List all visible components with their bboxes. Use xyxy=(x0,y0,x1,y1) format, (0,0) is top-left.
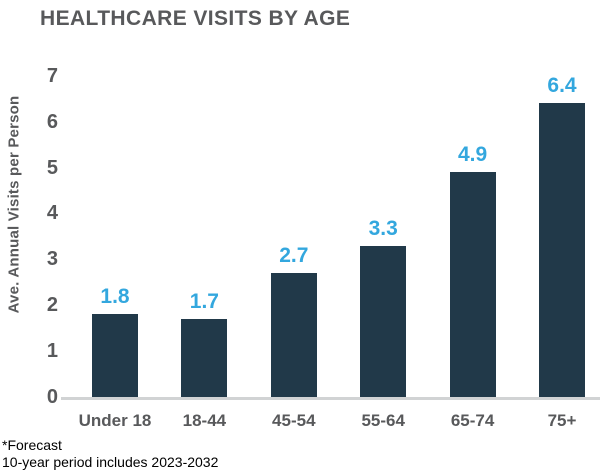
bar-45-54 xyxy=(270,273,317,397)
y-tick-0: 0 xyxy=(46,386,58,408)
y-tick-7: 7 xyxy=(46,64,58,87)
value-label-65-74: 4.9 xyxy=(457,143,488,167)
bar-65-74 xyxy=(449,172,496,397)
value-label-75+: 6.4 xyxy=(547,74,577,98)
y-tick-6: 6 xyxy=(46,110,58,133)
y-tick-3: 3 xyxy=(46,248,58,271)
footnote-period: 10-year period includes 2023-2032 xyxy=(2,454,219,470)
x-tick-Under 18: Under 18 xyxy=(78,411,152,430)
value-label-55-64: 3.3 xyxy=(368,216,398,240)
chart-title: HEALTHCARE VISITS BY AGE xyxy=(40,7,351,30)
x-axis-line xyxy=(61,397,600,400)
y-tick-2: 2 xyxy=(46,294,58,317)
x-tick-45-54: 45-54 xyxy=(272,411,316,430)
bar-75+ xyxy=(539,103,585,397)
bar-Under 18 xyxy=(92,314,138,397)
y-tick-5: 5 xyxy=(46,156,58,179)
x-tick-55-64: 55-64 xyxy=(361,411,405,430)
value-label-45-54: 2.7 xyxy=(279,244,309,268)
y-tick-4: 4 xyxy=(46,202,58,225)
x-tick-75+: 75+ xyxy=(547,411,577,430)
footnotes: *Forecast 10-year period includes 2023-2… xyxy=(2,437,218,471)
bar-55-64 xyxy=(360,245,407,397)
y-tick-1: 1 xyxy=(46,340,58,363)
value-label-18-44: 1.7 xyxy=(189,289,219,313)
x-tick-65-74: 65-74 xyxy=(450,411,495,430)
value-label-Under 18: 1.8 xyxy=(100,285,130,309)
footnote-forecast: *Forecast xyxy=(2,437,62,453)
bar-18-44 xyxy=(181,318,228,397)
x-tick-18-44: 18-44 xyxy=(182,411,227,430)
